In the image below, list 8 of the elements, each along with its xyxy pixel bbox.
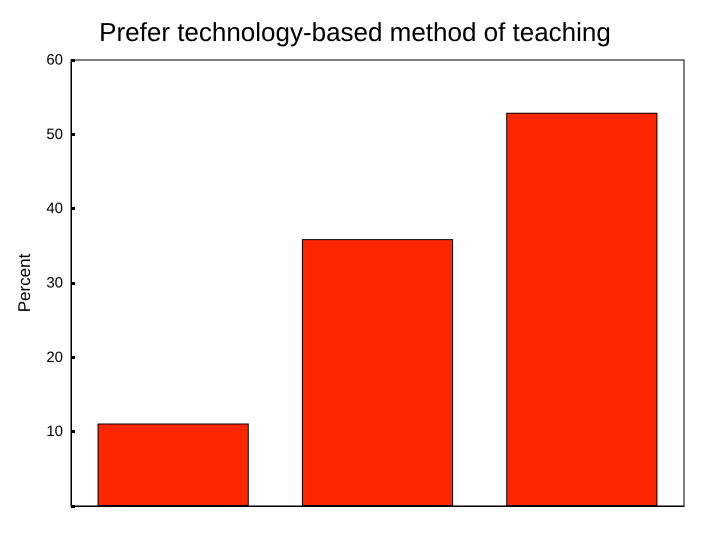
y-tick-label: 20 (46, 348, 63, 366)
y-axis-title: Percent (15, 253, 34, 312)
y-tick-label: 40 (46, 200, 63, 218)
y-tick-label: 10 (46, 423, 63, 440)
chart-title: Prefer technology-based method of teaching (99, 17, 611, 47)
y-tick-label: 30 (46, 274, 63, 292)
y-tick-label: 60 (46, 52, 63, 68)
y-tick-label: 50 (46, 126, 63, 143)
